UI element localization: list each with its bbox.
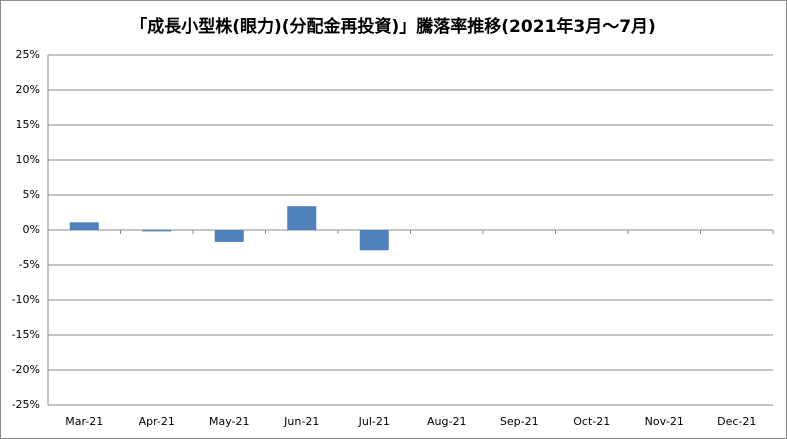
y-tick-label: -10%	[12, 293, 40, 306]
y-tick-label: -15%	[12, 328, 40, 341]
y-tick-label: 5%	[23, 188, 40, 201]
x-tick-label: Mar-21	[65, 415, 103, 428]
x-tick-label: Aug-21	[427, 415, 466, 428]
x-tick-label: Apr-21	[139, 415, 175, 428]
y-tick-label: 0%	[23, 223, 40, 236]
y-tick-label: 20%	[16, 83, 40, 96]
chart-title: 「成長小型株(眼力)(分配金再投資)」騰落率推移(2021年3月～7月)	[130, 16, 656, 37]
y-tick-label: -20%	[12, 363, 40, 376]
x-tick-label: Oct-21	[573, 415, 610, 428]
x-tick-label: Nov-21	[645, 415, 684, 428]
x-tick-label: Jul-21	[358, 415, 390, 428]
x-tick-label: May-21	[209, 415, 250, 428]
x-tick-label: Dec-21	[717, 415, 756, 428]
y-tick-label: -25%	[12, 398, 40, 411]
y-tick-label: 10%	[16, 153, 40, 166]
y-tick-label: 15%	[16, 118, 40, 131]
bar	[287, 206, 317, 230]
bar	[142, 230, 172, 232]
y-tick-label: 25%	[16, 48, 40, 61]
x-tick-label: Sep-21	[500, 415, 539, 428]
bar	[359, 230, 389, 251]
x-tick-label: Jun-21	[283, 415, 319, 428]
bar	[69, 222, 99, 230]
bar	[214, 230, 244, 242]
y-tick-label: -5%	[19, 258, 40, 271]
